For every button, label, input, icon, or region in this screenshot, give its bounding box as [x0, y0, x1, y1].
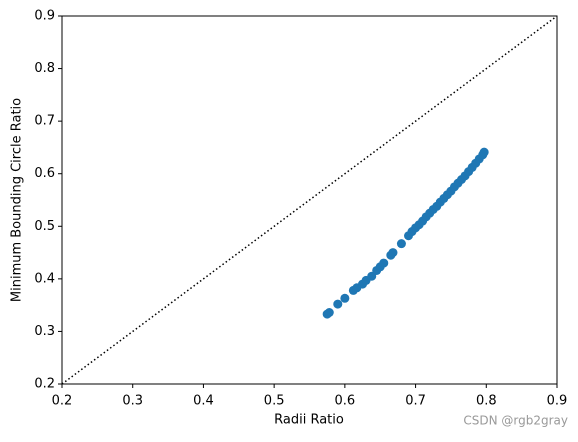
x-axis-label: Radii Ratio — [274, 413, 344, 428]
y-tick-label: 0.4 — [34, 271, 55, 286]
point — [479, 147, 489, 157]
y-tick-label: 0.8 — [34, 61, 55, 76]
watermark: CSDN @rgb2gray — [463, 414, 568, 428]
x-tick-label: 0.4 — [193, 394, 214, 409]
y-tick-label: 0.9 — [34, 9, 55, 24]
y-tick-label: 0.5 — [34, 219, 55, 234]
x-tick-label: 0.8 — [476, 394, 497, 409]
x-tick-label: 0.2 — [52, 394, 73, 409]
point — [388, 248, 398, 258]
y-tick-label: 0.6 — [34, 166, 55, 181]
x-tick-label: 0.5 — [264, 394, 285, 409]
x-tick-label: 0.7 — [405, 394, 426, 409]
point — [324, 308, 334, 318]
point — [396, 239, 406, 249]
reference-line — [61, 15, 558, 385]
x-tick-label: 0.6 — [335, 394, 356, 409]
point — [379, 258, 389, 268]
point — [333, 299, 343, 309]
y-axis-label: Minimum Bounding Circle Ratio — [10, 98, 25, 302]
x-tick-label: 0.3 — [122, 394, 143, 409]
y-tick-label: 0.7 — [34, 114, 55, 129]
x-tick-label: 0.9 — [547, 394, 568, 409]
y-tick-label: 0.3 — [34, 324, 55, 339]
point — [340, 293, 350, 303]
y-tick-label: 0.2 — [34, 377, 55, 392]
plot-frame — [61, 15, 558, 385]
